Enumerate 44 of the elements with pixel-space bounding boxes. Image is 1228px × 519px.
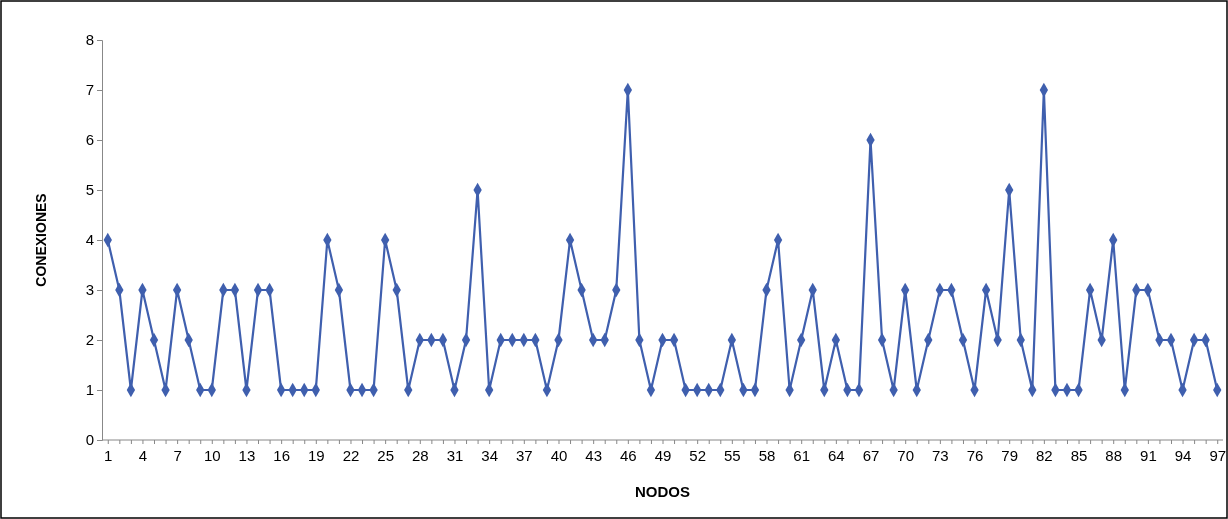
x-tick-label: 4 <box>138 446 148 464</box>
x-tick-label: 10 <box>203 446 221 464</box>
x-tick-label: 7 <box>173 446 182 464</box>
y-tick-label: 5 <box>85 181 94 199</box>
y-tick-label: 2 <box>85 331 94 349</box>
y-tick-label: 1 <box>85 381 94 399</box>
x-tick-label: 79 <box>1001 446 1019 464</box>
y-tick-label: 7 <box>85 81 94 99</box>
x-tick-label: 97 <box>1209 446 1227 464</box>
y-tick-label: 0 <box>85 431 94 449</box>
x-tick-label: 73 <box>932 446 949 464</box>
y-tick-label: 3 <box>85 281 94 299</box>
x-tick-label: 31 <box>446 446 464 464</box>
x-tick-label: 64 <box>828 446 845 464</box>
x-tick-label: 58 <box>758 446 776 464</box>
x-tick-label: 67 <box>862 446 880 464</box>
x-tick-label: 70 <box>897 446 915 464</box>
x-tick-label: 91 <box>1140 446 1157 464</box>
x-axis-title: NODOS <box>634 483 691 500</box>
x-tick-label: 94 <box>1174 446 1192 464</box>
y-tick-label: 4 <box>85 231 94 249</box>
x-tick-label: 61 <box>793 446 811 464</box>
x-tick-label: 19 <box>307 446 325 464</box>
x-tick-label: 13 <box>238 446 256 464</box>
x-tick-label: 1 <box>104 446 113 464</box>
x-tick-label: 76 <box>966 446 984 464</box>
x-tick-label: 55 <box>724 446 741 464</box>
x-tick-label: 49 <box>654 446 672 464</box>
x-tick-label: 37 <box>515 446 533 464</box>
x-tick-label: 34 <box>481 446 498 464</box>
x-tick-label: 88 <box>1105 446 1123 464</box>
x-tick-label: 40 <box>550 446 568 464</box>
x-tick-label: 46 <box>619 446 637 464</box>
x-tick-label: 82 <box>1036 446 1053 464</box>
x-tick-label: 25 <box>377 446 394 464</box>
y-tick-label: 6 <box>85 131 94 149</box>
x-tick-label: 52 <box>689 446 707 464</box>
x-tick-label: 85 <box>1070 446 1088 464</box>
y-tick-label: 8 <box>85 31 94 49</box>
x-tick-label: 22 <box>342 446 360 464</box>
y-axis-title: CONEXIONES <box>33 193 49 287</box>
x-tick-label: 28 <box>411 446 429 464</box>
x-tick-label: 16 <box>273 446 290 464</box>
x-tick-label: 43 <box>585 446 602 464</box>
